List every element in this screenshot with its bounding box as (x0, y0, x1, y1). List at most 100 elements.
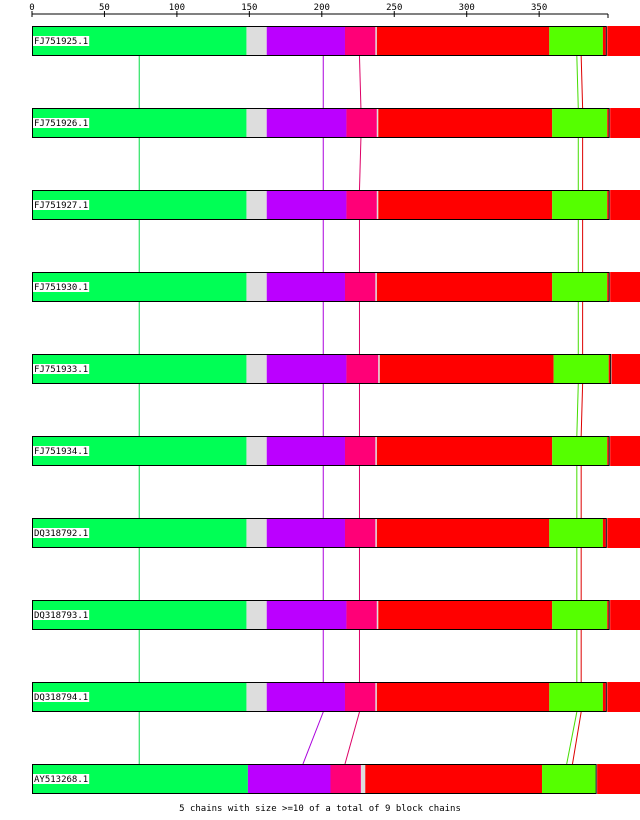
gap-segment (246, 190, 267, 220)
block-link-line (566, 711, 578, 765)
sequence-row: FJ751926.1 (32, 108, 640, 138)
block-link-line (358, 137, 362, 191)
block-link-line (344, 711, 360, 765)
sequence-label: FJ751934.1 (34, 447, 88, 457)
block-segment (607, 436, 609, 466)
sequence-label: DQ318794.1 (34, 693, 88, 703)
block-segment (602, 682, 606, 712)
block-segment (553, 354, 609, 384)
ruler-tick-label: 250 (386, 3, 402, 13)
sequence-row: FJ751930.1 (32, 272, 640, 302)
position-ruler: 0 50 100 150 200 250 300 350 (29, 3, 609, 18)
gap-segment (376, 108, 379, 138)
sequence-label: DQ318792.1 (34, 529, 88, 539)
block-segment (376, 272, 553, 302)
gap-segment (246, 108, 267, 138)
gap-segment (360, 764, 366, 794)
block-segment (607, 190, 609, 220)
sequence-label: FJ751933.1 (34, 365, 88, 375)
block-segment (607, 272, 609, 302)
block-segment (379, 354, 554, 384)
sequence-row: FJ751925.1 (32, 26, 640, 56)
ruler-tick-label: 300 (459, 3, 475, 13)
block-segment (607, 26, 640, 56)
ruler-tick-label: 50 (99, 3, 110, 13)
block-segment (266, 682, 345, 712)
block-segment (610, 436, 640, 466)
block-segment (344, 26, 376, 56)
block-segment (552, 436, 608, 466)
gap-segment (246, 518, 267, 548)
block-link-line (580, 383, 584, 437)
sequence-label: FJ751925.1 (34, 37, 88, 47)
sequence-row: DQ318792.1 (32, 518, 640, 548)
sequence-row: FJ751933.1 (32, 354, 640, 384)
block-segment (266, 272, 345, 302)
block-segment (365, 764, 543, 794)
gap-segment (246, 26, 267, 56)
block-segment (552, 108, 608, 138)
block-segment (378, 190, 553, 220)
block-segment (344, 436, 376, 466)
block-segment (346, 600, 377, 630)
block-segment (610, 108, 640, 138)
sequence-row: AY513268.1 (32, 764, 640, 794)
block-link-line (580, 55, 584, 109)
block-segment (330, 764, 361, 794)
gap-segment (246, 354, 267, 384)
block-segment (607, 108, 609, 138)
sequence-label-bg (33, 200, 90, 210)
block-segment (549, 26, 603, 56)
block-segment (344, 272, 376, 302)
block-link-line (358, 55, 362, 109)
ruler-tick-label: 100 (169, 3, 185, 13)
block-segment (376, 682, 550, 712)
sequence-label-bg (33, 774, 90, 784)
sequence-tracks: FJ751925.1 FJ751926.1 FJ751927.1 FJ751930.1… (32, 26, 640, 794)
block-segment (610, 190, 640, 220)
sequence-outline (32, 272, 610, 302)
block-segment (344, 518, 376, 548)
block-segment (266, 518, 345, 548)
gap-segment (375, 26, 377, 56)
ruler-tick-label: 350 (531, 3, 547, 13)
block-segment (607, 518, 640, 548)
block-segment (602, 518, 606, 548)
block-link-line (576, 383, 579, 437)
sequence-label-bg (33, 282, 90, 292)
gap-segment (246, 436, 267, 466)
block-segment (549, 518, 603, 548)
sequence-label-bg (33, 610, 90, 620)
block-segment (266, 436, 345, 466)
sequence-outline (32, 108, 610, 138)
sequence-label-bg (33, 36, 90, 46)
block-segment (552, 600, 608, 630)
block-segment (247, 764, 331, 794)
block-segment (597, 764, 640, 794)
sequence-label-bg (33, 446, 90, 456)
block-segment (552, 272, 608, 302)
sequence-outline (32, 600, 610, 630)
gap-segment (246, 600, 267, 630)
sequence-label-bg (33, 528, 90, 538)
block-link-line (576, 55, 579, 109)
block-segment (266, 190, 347, 220)
sequence-label-bg (33, 364, 90, 374)
block-segment (552, 190, 608, 220)
block-segment (542, 764, 596, 794)
block-segment (610, 600, 640, 630)
sequence-outline (32, 764, 597, 794)
block-links (138, 55, 584, 765)
sequence-outline (32, 682, 607, 712)
gap-segment (376, 600, 379, 630)
block-link-line (302, 711, 324, 765)
block-segment (266, 26, 345, 56)
gap-segment (375, 272, 377, 302)
sequence-label: FJ751926.1 (34, 119, 88, 129)
sequence-outline (32, 26, 607, 56)
gap-segment (375, 518, 377, 548)
block-link-line (571, 711, 582, 765)
block-segment (266, 108, 347, 138)
block-segment (611, 354, 640, 384)
